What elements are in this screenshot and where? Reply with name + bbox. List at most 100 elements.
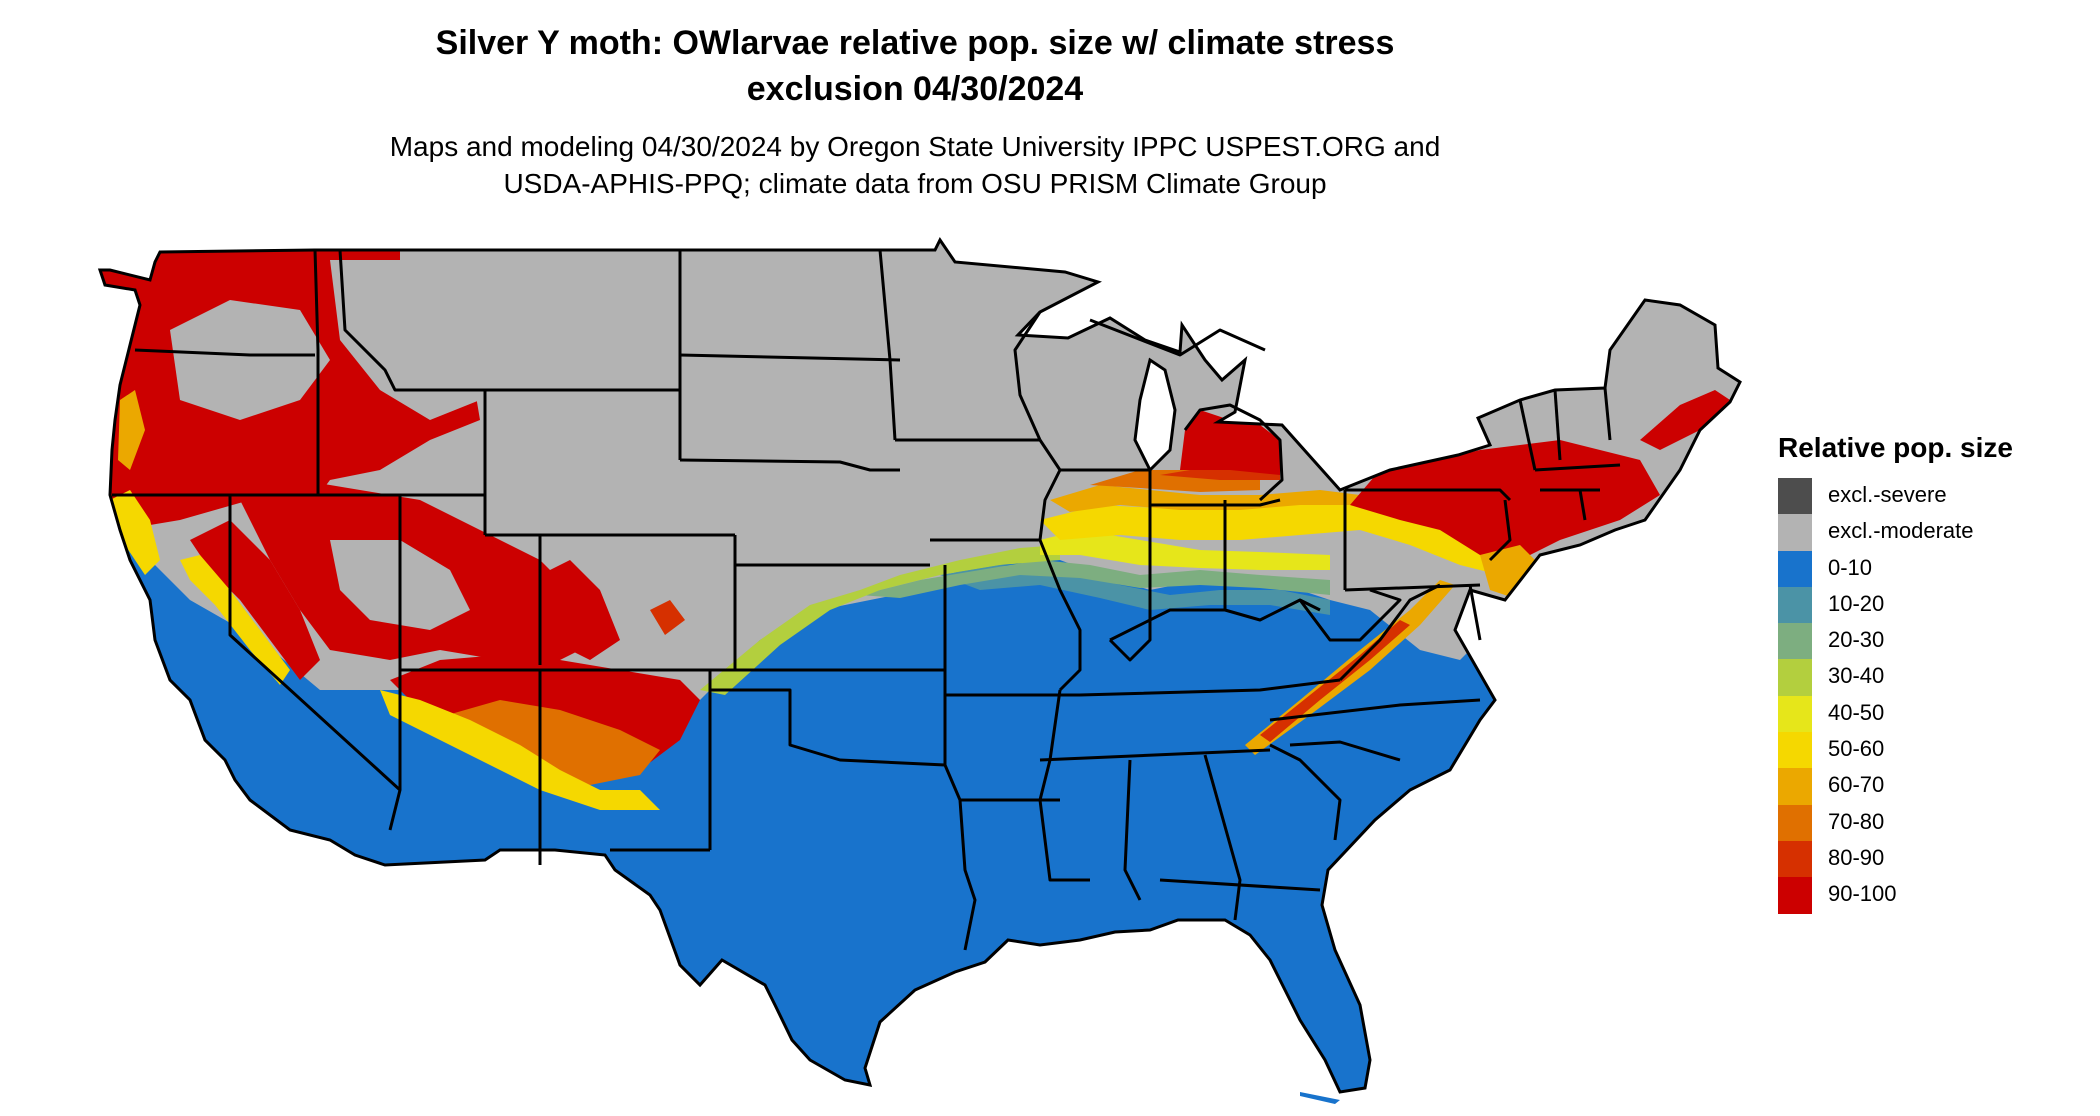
legend-item: 60-70 — [1778, 768, 2013, 805]
border-al-ga — [1203, 754, 1242, 921]
region-30-40 — [700, 545, 1060, 695]
border-tn-south — [1039, 748, 1271, 762]
border-il-in — [1108, 470, 1152, 662]
florida-keys — [1300, 1092, 1340, 1104]
subtitle-line-2: USDA-APHIS-PPQ; climate data from OSU PR… — [503, 168, 1327, 199]
border-nj — [1488, 499, 1512, 562]
legend-item: 40-50 — [1778, 695, 2013, 733]
legend-swatch — [1778, 804, 1812, 841]
border-ok-east — [943, 565, 962, 801]
legend-item: 50-60 — [1778, 732, 2013, 769]
legend-swatch — [1778, 514, 1812, 551]
title-line-2: exclusion 04/30/2024 — [746, 70, 1084, 108]
border-ct-ri — [1578, 489, 1587, 521]
border-ca-nv — [228, 495, 402, 831]
legend-item: 10-20 — [1778, 586, 2013, 624]
border-ia-east — [1038, 439, 1062, 541]
legend-item: 30-40 — [1778, 659, 2013, 696]
border-mo-east — [1038, 539, 1082, 692]
border-wv — [1298, 588, 1402, 642]
legend-items: excl.-severe excl.-moderate 0-10 10-20 20-30… — [1778, 478, 2013, 914]
border-ga-fl — [1159, 878, 1321, 892]
border-pa-south — [1344, 583, 1481, 592]
region-40-50 — [1040, 530, 1330, 570]
region-10-20 — [940, 565, 1330, 615]
border-nd-sd — [679, 353, 901, 362]
legend-swatch — [1778, 659, 1812, 696]
region-60-70 — [1050, 485, 1360, 512]
region-ca-coast-yellow — [110, 490, 160, 575]
legend-item: 0-10 — [1778, 550, 2013, 587]
border-ms-west — [1038, 689, 1090, 882]
border-id-mt — [338, 249, 485, 392]
title-line-1: Silver Y moth: OWlarvae relative pop. si… — [435, 24, 1395, 62]
legend-label: excl.-severe — [1828, 482, 1947, 507]
legend-swatch — [1778, 550, 1812, 587]
state-boundaries — [112, 249, 1621, 951]
region-west-grey-patch — [170, 300, 330, 420]
border-nh-me — [1603, 387, 1612, 441]
legend-swatch — [1778, 732, 1812, 769]
border-wa-or — [134, 348, 315, 357]
legend-swatch — [1778, 768, 1812, 805]
region-southwest-yellow — [380, 690, 660, 810]
legend-item: excl.-severe — [1778, 478, 2013, 515]
region-90-100-michigan — [1180, 410, 1280, 475]
legend-label: 30-40 — [1828, 663, 1885, 689]
lake-michigan — [1133, 357, 1177, 473]
border-ms-al — [1123, 759, 1142, 901]
region-20-30 — [860, 560, 1330, 598]
legend-item: excl.-moderate — [1778, 514, 2013, 551]
region-oregon-coast — [118, 390, 145, 470]
legend-swatch — [1778, 877, 1812, 914]
border-ky-oh — [1109, 598, 1321, 642]
border-tx-la — [958, 799, 977, 951]
legend-label: excl.-moderate — [1828, 518, 1974, 544]
legend-label: 80-90 — [1828, 844, 1885, 870]
border-nd-east — [878, 249, 897, 441]
border-sd-ne — [679, 458, 900, 472]
map-subtitle: Maps and modeling 04/30/2024 by Oregon S… — [0, 128, 1830, 202]
border-ok-panhandle — [708, 670, 946, 767]
map-title: Silver Y moth: OWlarvae relative pop. si… — [0, 20, 1830, 112]
border-id-west — [313, 249, 320, 495]
border-va-north — [1338, 583, 1441, 682]
legend-swatch — [1778, 478, 1812, 515]
legend-label: 0-10 — [1828, 554, 1873, 580]
legend-swatch — [1778, 623, 1812, 660]
legend: Relative pop. size excl.-severe excl.-mod… — [1778, 432, 2013, 914]
border-nc-sc — [1289, 740, 1401, 762]
region-southwest-orange — [430, 700, 660, 785]
us-outline — [97, 237, 1742, 1094]
border-md-de — [1468, 584, 1482, 641]
region-ca-sierra-red — [190, 520, 320, 680]
legend-label: 60-70 — [1828, 772, 1885, 798]
legend-label: 70-80 — [1828, 808, 1885, 834]
legend-title: Relative pop. size — [1778, 432, 2013, 463]
legend-swatch — [1778, 586, 1812, 624]
region-maine-coast — [1640, 390, 1730, 450]
border-mi-upper — [1089, 318, 1266, 357]
border-mi-lower — [1183, 403, 1284, 502]
border-va-nc — [1269, 698, 1481, 722]
legend-label: 50-60 — [1828, 736, 1885, 762]
region-colorado-streak — [650, 600, 685, 635]
border-vt-nh — [1553, 389, 1562, 461]
legend-swatch — [1778, 695, 1812, 733]
border-mn-wi — [1013, 311, 1042, 441]
border-mi-oh — [1150, 498, 1281, 507]
border-ga-sc — [1269, 743, 1342, 841]
legend-item: 90-100 — [1778, 877, 2013, 914]
legend-item: 80-90 — [1778, 840, 2013, 878]
border-ny-vt — [1518, 399, 1537, 471]
border-ma-north — [1534, 463, 1621, 472]
legend-item: 70-80 — [1778, 804, 2013, 841]
legend-label: 10-20 — [1828, 590, 1885, 616]
region-50-60 — [1040, 500, 1500, 575]
legend-label: 40-50 — [1828, 699, 1885, 725]
region-colorado-red — [530, 560, 620, 660]
legend-swatch — [1778, 840, 1812, 878]
legend-item: 20-30 — [1778, 623, 2013, 660]
border-ky-tn — [1079, 678, 1341, 697]
region-idaho-grey — [330, 260, 480, 420]
